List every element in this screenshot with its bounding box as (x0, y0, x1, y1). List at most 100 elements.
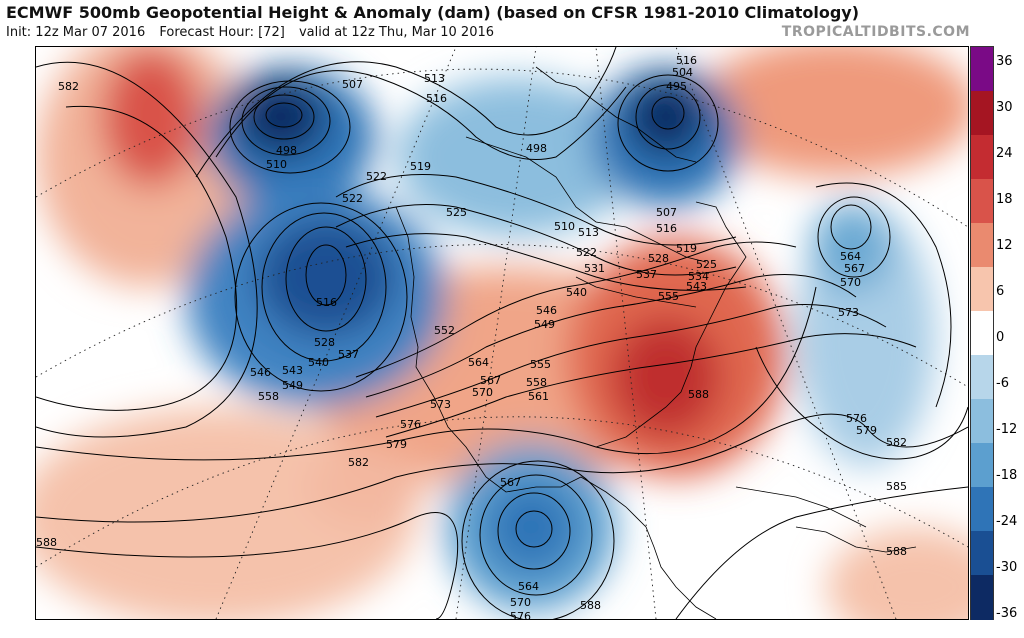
contour-label: 531 (584, 262, 605, 275)
contour-label: 579 (856, 424, 877, 437)
contour-label: 516 (656, 222, 677, 235)
contour-label: 534 (688, 270, 709, 283)
contour-585 (675, 486, 968, 619)
contour-low-pnw-3 (261, 212, 387, 362)
contour-label: 498 (276, 144, 297, 157)
contour-low-pnw-4 (234, 202, 408, 392)
map-canvas: 582 507 5135164985105225225195255165285375… (36, 47, 968, 619)
contour-label: 582 (886, 436, 907, 449)
contour-label: 558 (526, 376, 547, 389)
contour-label: 522 (576, 246, 597, 259)
contour-513 (215, 70, 627, 160)
contour-low-alaska-2 (253, 94, 315, 140)
contour-label: 540 (566, 286, 587, 299)
coastline-antilles (795, 526, 917, 553)
contour-522 (335, 174, 737, 246)
contour-label: 528 (314, 336, 335, 349)
contour-label: 525 (696, 258, 717, 271)
contour-558 (365, 274, 857, 398)
contour-label: 576 (510, 610, 531, 619)
contour-label: 552 (434, 324, 455, 337)
contour-label: 588 (688, 388, 709, 401)
colorbar-tick-label: -12 (996, 422, 1018, 437)
contour-label: 522 (366, 170, 387, 183)
colorbar-tick-label: -36 (996, 606, 1018, 621)
graticule-lat-3 (36, 416, 968, 568)
contour-low-mexico-2 (497, 492, 571, 570)
map-title: ECMWF 500mb Geopotential Height & Anomal… (6, 3, 860, 22)
anomaly-negative-alaska-core (236, 77, 326, 157)
contour-low-atlantic-2 (817, 196, 891, 278)
contour-low-alaska-1 (265, 102, 303, 128)
colorbar-tick-label: 0 (996, 330, 1005, 345)
contour-label: 510 (554, 220, 575, 233)
contour-label: 567 (480, 374, 501, 387)
contour-label: 579 (386, 438, 407, 451)
contour-label: 543 (686, 280, 707, 293)
anomaly-positive-southwest (36, 407, 416, 619)
coastline-west (395, 206, 717, 619)
contour-label: 546 (250, 366, 271, 379)
contour-552 (355, 241, 797, 378)
contour-low-mexico-1 (515, 510, 553, 548)
watermark: TROPICALTIDBITS.COM (781, 24, 970, 40)
contour-label: 528 (648, 252, 669, 265)
colorbar-segment (971, 355, 993, 400)
colorbar-tick-label: -18 (996, 468, 1018, 483)
contour-low-mexico-4 (461, 460, 615, 619)
contour-516 (195, 47, 617, 178)
colorbar-segment (971, 135, 993, 180)
contour-low-greenland-2 (635, 84, 701, 150)
anomaly-negative-pacific-nw-core (256, 217, 396, 337)
contour-label: 561 (528, 390, 549, 403)
contour-label: 525 (446, 206, 467, 219)
init-time: Init: 12z Mar 07 2016 (6, 25, 146, 40)
contour-low-greenland-1 (651, 96, 685, 130)
colorbar-tick-label: 24 (996, 146, 1013, 161)
contour-low-alaska-4 (229, 80, 351, 174)
graticule-lat-1 (36, 68, 968, 228)
contour-low-pnw-2 (285, 226, 367, 332)
colorbar-segment (971, 575, 993, 620)
anomaly-negative-greenland-core (626, 77, 706, 157)
contour-label: 519 (676, 242, 697, 255)
colorbar-tick-label: 30 (996, 100, 1013, 115)
contour-label: 537 (338, 348, 359, 361)
contour-label: 507 (656, 206, 677, 219)
colorbar-tick-label: -30 (996, 560, 1018, 575)
coastline-east (595, 201, 747, 448)
contour-582 (36, 413, 968, 523)
colorbar-segment (971, 311, 993, 356)
contour-low-greenland-3 (617, 74, 719, 172)
contour-579 (36, 286, 817, 461)
contour-label: 522 (342, 192, 363, 205)
colorbar-segment (971, 47, 993, 92)
contour-label: 555 (658, 290, 679, 303)
anomaly-positive-caribbean (826, 527, 968, 619)
contour-label: 495 (666, 80, 687, 93)
contour-label: 516 (426, 92, 447, 105)
map-subtitle: Init: 12z Mar 07 2016 Forecast Hour: [72… (6, 25, 504, 40)
contour-label: 588 (580, 599, 601, 612)
graticule (36, 47, 968, 619)
graticule-lon-3 (595, 47, 657, 619)
anomaly-positive-atlantic (696, 47, 968, 177)
contour-564 (375, 304, 887, 418)
contour-label: 507 (342, 78, 363, 91)
contour-label: 549 (282, 379, 303, 392)
contour-label: 567 (844, 262, 865, 275)
height-contours (36, 47, 968, 619)
map-panel: 582 507 513 516 498 510 522 522 519 525 516 528 537 5… (35, 46, 969, 620)
contour-573-atlantic (815, 182, 952, 408)
colorbar-segment (971, 487, 993, 532)
contour-label: 570 (840, 276, 861, 289)
colorbar-segment (971, 443, 993, 488)
contour-label: 546 (536, 304, 557, 317)
coastline-caribbean (735, 486, 867, 528)
contour-low-atlantic-1 (830, 204, 872, 250)
contour-label: 588 (886, 545, 907, 558)
colorbar-segment (971, 399, 993, 444)
contour-labels: 582 507 5135164985105225225195255165285375… (36, 54, 907, 619)
forecast-hour: Forecast Hour: [72] (159, 25, 285, 40)
colorbar-tick-label: -24 (996, 514, 1018, 529)
